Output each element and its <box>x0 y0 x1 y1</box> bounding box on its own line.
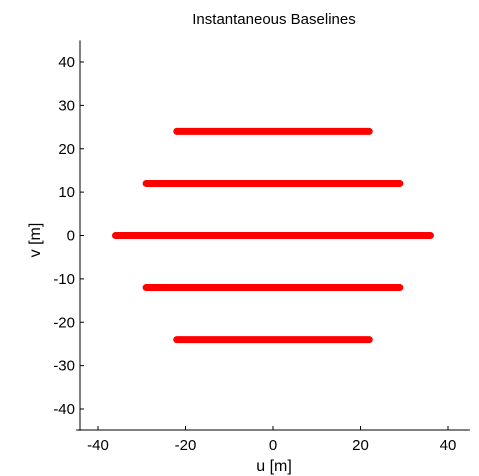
y-tick-label: 30 <box>58 97 75 114</box>
y-tick-label: -10 <box>53 271 75 288</box>
data-layer <box>112 127 434 344</box>
x-tick-label: 0 <box>269 437 277 454</box>
x-tick-label: 20 <box>352 437 369 454</box>
y-axis-ticks: 40 30 20 10 0 -10 -20 -30 -40 <box>53 54 84 418</box>
y-axis-label: v [m] <box>27 223 44 258</box>
y-tick-label: -40 <box>53 401 75 418</box>
x-tick-label: -40 <box>87 437 109 454</box>
x-tick-label: 40 <box>440 437 457 454</box>
y-tick-label: 20 <box>58 141 75 158</box>
x-axis-label: u [m] <box>256 458 292 475</box>
y-tick-label: -30 <box>53 358 75 375</box>
y-tick-label: -20 <box>53 314 75 331</box>
chart-title: Instantaneous Baselines <box>192 11 355 28</box>
x-axis-ticks: -40 -20 0 20 40 <box>87 426 456 454</box>
y-tick-label: 0 <box>67 228 75 245</box>
y-tick-label: 40 <box>58 54 75 71</box>
x-tick-label: -20 <box>175 437 197 454</box>
y-tick-label: 10 <box>58 184 75 201</box>
